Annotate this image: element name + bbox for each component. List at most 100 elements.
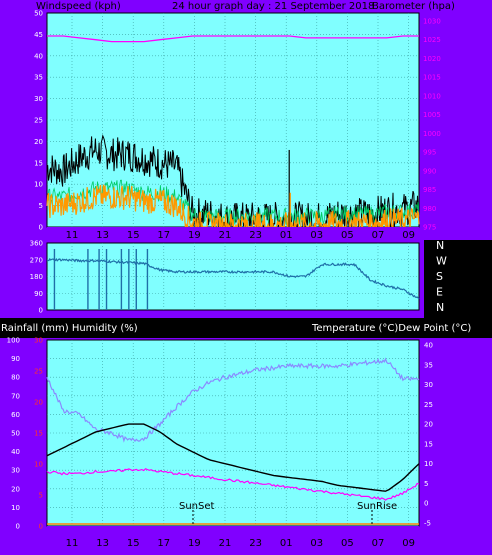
- direction-tick-label: 360: [30, 240, 43, 248]
- baro-y-axis: 975 980 985 990 995 1000 1005 1010 1015 1020 1025 1…: [423, 18, 441, 232]
- x-axis-top: 11 13 15 17 19 21 23 01 03 05 07 09: [66, 230, 415, 241]
- x-tick-label: 13: [96, 230, 109, 241]
- baro-tick-label: 985: [423, 186, 436, 194]
- x-tick-label: 07: [372, 538, 385, 549]
- humidity-tick-label: 100: [7, 337, 20, 345]
- x-tick-label: 01: [280, 230, 293, 241]
- x-tick-label: 05: [341, 538, 354, 549]
- baro-tick-label: 1025: [423, 36, 441, 44]
- rain-tick-label: 15: [34, 430, 43, 438]
- baro-tick-label: 1010: [423, 92, 441, 100]
- rain-tick-label: 0: [39, 523, 43, 531]
- x-tick-label: 23: [249, 538, 262, 549]
- baro-axis-title: Barometer (hpa): [372, 1, 455, 12]
- wind-tick-label: 5: [39, 202, 43, 210]
- temperature-tick-label: 0: [424, 500, 428, 508]
- x-tick-label: 13: [96, 538, 109, 549]
- x-tick-label: 09: [402, 538, 415, 549]
- humidity-tick-label: 50: [11, 430, 20, 438]
- humidity-tick-label: 10: [11, 504, 20, 512]
- humidity-tick-label: 20: [11, 485, 20, 493]
- wind-tick-label: 50: [34, 10, 43, 18]
- wind-tick-label: 0: [39, 224, 43, 232]
- humidity-y-axis: 0 10 20 30 40 50 60 70 80 90 100: [7, 337, 20, 531]
- baro-tick-label: 1030: [423, 18, 441, 26]
- graph-title: 24 hour graph day : 21 September 2018: [172, 1, 374, 12]
- direction-series: [46, 249, 420, 310]
- wind-tick-label: 45: [34, 31, 43, 39]
- direction-grid: [47, 243, 419, 310]
- temperature-series: [46, 357, 420, 525]
- x-tick-label: 19: [188, 538, 201, 549]
- x-tick-label: 19: [188, 230, 201, 241]
- wind-y-axis: 0 5 10 15 20 25 30 35 40 45 50: [34, 10, 43, 232]
- x-tick-label: 15: [127, 538, 140, 549]
- x-tick-label: 01: [280, 538, 293, 549]
- direction-label-area: [424, 240, 492, 318]
- temperature-tick-label: 35: [424, 361, 433, 369]
- wind-tick-label: 35: [34, 74, 43, 82]
- temperature-tick-label: 20: [424, 421, 433, 429]
- series-dew-point: [46, 467, 420, 501]
- humidity-tick-label: 30: [11, 467, 20, 475]
- baro-tick-label: 1000: [423, 130, 441, 138]
- x-tick-label: 17: [157, 230, 170, 241]
- direction-y-axis: 0 90 180 270 360: [30, 240, 43, 315]
- x-axis-bottom: 11 13 15 17 19 21 23 01 03 05 07 09: [66, 538, 415, 549]
- rain-tick-label: 30: [34, 337, 43, 345]
- rain-tick-label: 5: [39, 492, 43, 500]
- x-tick-label: 05: [341, 230, 354, 241]
- x-tick-label: 21: [219, 230, 232, 241]
- humidity-axis-title: Rainfall (mm) Humidity (%): [1, 323, 138, 334]
- humidity-tick-label: 60: [11, 411, 20, 419]
- direction-compass-label: S: [436, 270, 443, 283]
- wind-tick-label: 10: [34, 181, 43, 189]
- x-tick-label: 17: [157, 538, 170, 549]
- mid-header-band: [0, 318, 492, 338]
- rain-tick-label: 20: [34, 399, 43, 407]
- x-tick-label: 03: [310, 538, 323, 549]
- temperature-tick-label: 40: [424, 342, 433, 350]
- x-tick-label: 07: [372, 230, 385, 241]
- rain-tick-label: 10: [34, 461, 43, 469]
- direction-tick-label: 0: [39, 307, 43, 315]
- direction-tick-label: 180: [30, 273, 43, 281]
- humidity-tick-label: 70: [11, 392, 20, 400]
- series-temperature: [46, 423, 420, 492]
- temperature-tick-label: 5: [424, 480, 428, 488]
- temperature-tick-label: 10: [424, 460, 433, 468]
- temperature-grid: [47, 340, 419, 526]
- x-tick-label: 03: [310, 230, 323, 241]
- wind-tick-label: 30: [34, 95, 43, 103]
- direction-compass-label: N: [436, 239, 444, 252]
- series-humidity: [46, 357, 420, 443]
- temperature-y-axis: -5 0 5 10 15 20 25 30 35 40: [424, 342, 433, 528]
- series-barometer: [47, 35, 419, 43]
- baro-tick-label: 995: [423, 149, 436, 157]
- direction-compass-label: E: [436, 286, 443, 299]
- wind-grid: [47, 13, 419, 227]
- humidity-tick-label: 40: [11, 448, 20, 456]
- wind-axis-title: Windspeed (kph): [36, 1, 121, 12]
- wind-tick-label: 25: [34, 117, 43, 125]
- x-tick-label: 15: [127, 230, 140, 241]
- temperature-tick-label: -5: [424, 520, 431, 528]
- direction-tick-label: 270: [30, 256, 43, 264]
- baro-tick-label: 975: [423, 224, 436, 232]
- temperature-axis-title: Temperature (°C)Dew Point (°C): [311, 323, 471, 334]
- series-direction: [46, 257, 420, 300]
- baro-tick-label: 1015: [423, 74, 441, 82]
- rain-tick-label: 25: [34, 368, 43, 376]
- wind-tick-label: 20: [34, 138, 43, 146]
- temperature-tick-label: 15: [424, 440, 433, 448]
- x-axis-bar-top: [47, 227, 419, 241]
- direction-compass-label: W: [436, 255, 447, 268]
- x-tick-label: 23: [249, 230, 262, 241]
- sunrise-label: SunRise: [357, 501, 397, 512]
- series-wind-average: [46, 184, 420, 230]
- direction-tick-label: 90: [34, 290, 43, 298]
- x-tick-label: 09: [402, 230, 415, 241]
- x-tick-label: 11: [66, 230, 79, 241]
- sunset-label: SunSet: [179, 501, 215, 512]
